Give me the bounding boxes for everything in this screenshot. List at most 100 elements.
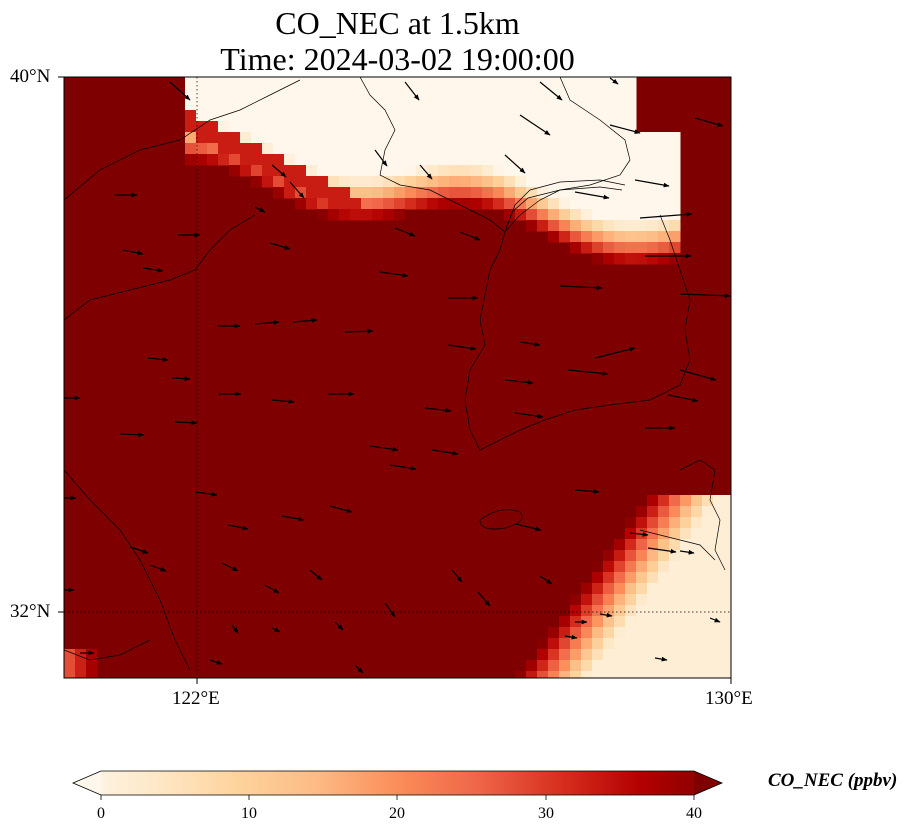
concentration-cell xyxy=(251,165,263,177)
concentration-cell xyxy=(427,176,439,188)
concentration-cell xyxy=(603,671,615,678)
concentration-cell xyxy=(427,77,439,89)
concentration-cell xyxy=(251,121,263,133)
concentration-cell xyxy=(691,671,703,678)
concentration-cell xyxy=(559,77,571,89)
concentration-cell xyxy=(449,77,461,89)
concentration-cell xyxy=(647,594,659,606)
concentration-cell xyxy=(317,154,329,166)
concentration-cell xyxy=(658,253,670,265)
wind-arrow xyxy=(519,341,541,347)
concentration-cell xyxy=(614,176,626,188)
wind-arrow xyxy=(709,617,721,623)
concentration-cell xyxy=(526,110,538,122)
concentration-cell xyxy=(460,165,472,177)
concentration-cell xyxy=(636,660,648,672)
concentration-cell xyxy=(647,539,659,551)
concentration-cell xyxy=(372,154,384,166)
concentration-cell xyxy=(526,660,538,672)
concentration-cell xyxy=(559,187,571,199)
concentration-cell xyxy=(724,506,731,518)
concentration-cell xyxy=(614,121,626,133)
concentration-cell xyxy=(493,198,505,210)
concentration-cell xyxy=(669,616,681,628)
concentration-cell xyxy=(361,110,373,122)
concentration-cell xyxy=(559,638,571,650)
concentration-cell xyxy=(361,198,373,210)
concentration-cell xyxy=(603,99,615,111)
concentration-cell xyxy=(680,572,692,584)
concentration-cell xyxy=(350,88,362,100)
concentration-cell xyxy=(515,154,527,166)
colorbar-gradient xyxy=(73,771,722,795)
concentration-cell xyxy=(614,220,626,232)
wind-vectors xyxy=(64,77,731,674)
concentration-cell xyxy=(592,242,604,254)
concentration-cell xyxy=(724,660,731,672)
concentration-cell xyxy=(394,209,406,221)
concentration-cell xyxy=(350,154,362,166)
concentration-cell xyxy=(559,660,571,672)
concentration-cell xyxy=(75,660,87,672)
concentration-cell xyxy=(394,154,406,166)
wind-arrow xyxy=(122,249,144,256)
concentration-cell xyxy=(262,132,274,144)
concentration-cell xyxy=(317,132,329,144)
concentration-cell xyxy=(394,132,406,144)
concentration-cell xyxy=(427,187,439,199)
concentration-cell xyxy=(515,99,527,111)
concentration-cell xyxy=(460,198,472,210)
concentration-cell xyxy=(680,594,692,606)
concentration-cell xyxy=(647,187,659,199)
concentration-cell xyxy=(493,143,505,155)
concentration-cell xyxy=(405,99,417,111)
concentration-cell xyxy=(372,165,384,177)
map-frame xyxy=(63,76,732,679)
concentration-cell xyxy=(603,660,615,672)
concentration-cell xyxy=(581,627,593,639)
concentration-cell xyxy=(614,649,626,661)
concentration-cell xyxy=(592,605,604,617)
wind-arrow xyxy=(574,489,600,494)
concentration-cell xyxy=(537,110,549,122)
lat-label-32n: 32°N xyxy=(10,601,51,622)
concentration-cell xyxy=(229,88,241,100)
concentration-cell xyxy=(317,187,329,199)
concentration-cell xyxy=(636,154,648,166)
concentration-cell xyxy=(647,561,659,573)
concentration-cell xyxy=(702,605,714,617)
concentration-cell xyxy=(581,154,593,166)
concentration-cell xyxy=(559,671,571,678)
concentration-cell xyxy=(339,121,351,133)
concentration-cell xyxy=(471,187,483,199)
concentration-cell xyxy=(647,143,659,155)
concentration-cell xyxy=(625,517,637,529)
concentration-cell xyxy=(306,88,318,100)
concentration-cell xyxy=(394,143,406,155)
concentration-cell xyxy=(328,88,340,100)
concentration-cell xyxy=(581,77,593,89)
concentration-cell xyxy=(405,165,417,177)
concentration-cell xyxy=(240,99,252,111)
wind-arrow xyxy=(281,515,305,522)
concentration-cell xyxy=(614,660,626,672)
concentration-cell xyxy=(350,99,362,111)
concentration-cell xyxy=(614,671,626,678)
concentration-cell xyxy=(559,88,571,100)
concentration-cell xyxy=(295,143,307,155)
concentration-cell xyxy=(394,121,406,133)
concentration-cell xyxy=(284,77,296,89)
concentration-cell xyxy=(702,528,714,540)
concentration-cell xyxy=(625,242,637,254)
concentration-cell xyxy=(548,176,560,188)
wind-arrow xyxy=(567,369,609,376)
concentration-cell xyxy=(691,495,703,507)
concentration-cell xyxy=(493,99,505,111)
concentration-cell xyxy=(284,99,296,111)
concentration-cell xyxy=(449,110,461,122)
concentration-cell xyxy=(460,99,472,111)
concentration-cell xyxy=(581,209,593,221)
concentration-cell xyxy=(548,154,560,166)
concentration-cell xyxy=(680,528,692,540)
wind-arrow xyxy=(334,621,344,631)
